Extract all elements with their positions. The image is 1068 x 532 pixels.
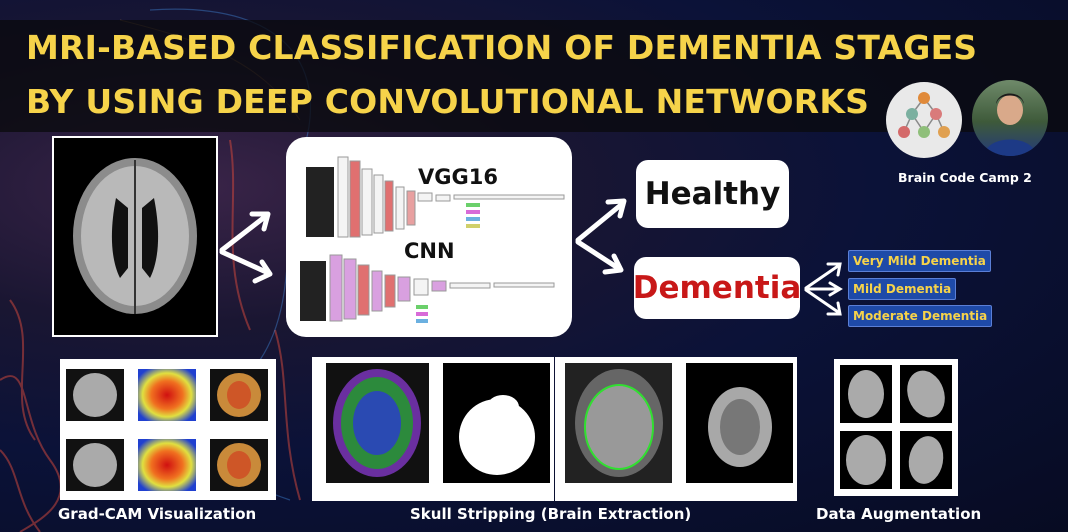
skull-stripping-contour (555, 357, 676, 501)
cnn-label: CNN (404, 239, 455, 263)
person-icon (984, 93, 1036, 156)
camp-logo (886, 82, 962, 158)
skull-stripping-mask (433, 357, 554, 501)
network-architecture-diagram (300, 156, 565, 323)
stage-moderate-dementia: Moderate Dementia (848, 305, 993, 327)
dementia-result: Dementia (632, 257, 802, 319)
title-line-1: MRI-BASED CLASSIFICATION OF DEMENTIA STA… (26, 28, 978, 67)
model-architectures-panel: VGG16 CNN (286, 137, 572, 337)
extracted-brain-image (686, 363, 793, 483)
healthy-label: Healthy (644, 176, 781, 212)
gradcam-caption: Grad-CAM Visualization (58, 505, 257, 523)
brain-contour-image (565, 363, 672, 483)
brain-mri-icon (73, 158, 197, 314)
skull-stripping-result (676, 357, 797, 501)
vgg16-label: VGG16 (418, 165, 498, 189)
dementia-label: Dementia (632, 270, 802, 306)
data-augmentation-figure (834, 359, 958, 496)
camp-name: Brain Code Camp 2 (898, 170, 1032, 185)
healthy-result: Healthy (636, 160, 789, 228)
vgg16-layers-graphic (306, 156, 565, 238)
skull-stripping-caption: Skull Stripping (Brain Extraction) (410, 505, 692, 523)
stage-very-mild-dementia: Very Mild Dementia (848, 250, 991, 272)
author-avatar (972, 80, 1048, 156)
input-mri-image (52, 136, 218, 337)
gradcam-figure (60, 359, 276, 500)
gradcam-heatmap-grid (66, 369, 268, 491)
stage-mild-dementia: Mild Dementia (848, 278, 957, 300)
augmented-samples-grid (840, 365, 952, 489)
segmented-brain-image (326, 363, 429, 483)
title-banner: MRI-BASED CLASSIFICATION OF DEMENTIA STA… (0, 20, 1068, 132)
title-line-2: BY USING DEEP CONVOLUTIONAL NETWORKS (26, 82, 870, 121)
skull-stripping-segmentation (312, 357, 433, 501)
cnn-layers-graphic (300, 254, 555, 323)
brain-mask-image (443, 363, 550, 483)
data-augmentation-caption: Data Augmentation (816, 505, 982, 523)
network-logo-icon (898, 92, 950, 138)
